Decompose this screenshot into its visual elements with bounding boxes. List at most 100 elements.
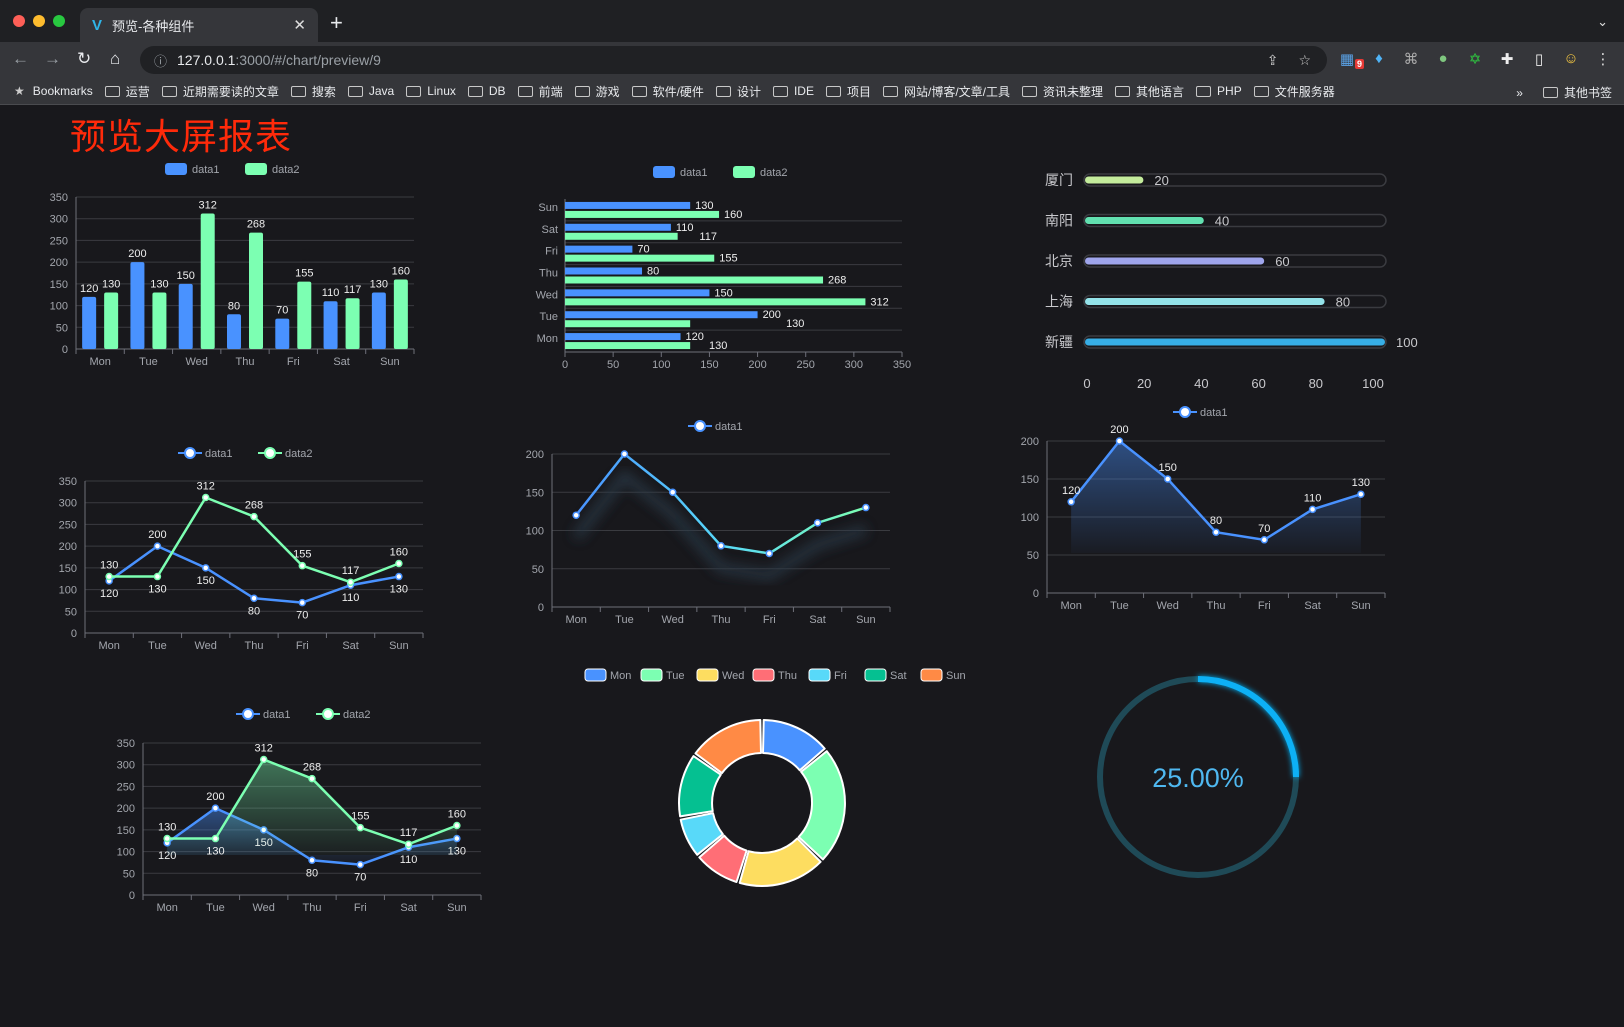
address-bar[interactable]: ⓘ 127.0.0.1:3000/#/chart/preview/9 ⇪ ☆	[140, 46, 1327, 74]
data-label: 70	[296, 610, 308, 622]
x-tick-label: Sun	[1351, 600, 1371, 612]
legend-marker	[184, 447, 196, 459]
site-info-icon[interactable]: ⓘ	[154, 53, 168, 69]
bookmarks-button[interactable]: ★ Bookmarks	[14, 84, 93, 98]
data-label: 155	[293, 549, 311, 561]
y-tick-label: 250	[117, 781, 135, 793]
y-tick-label: Wed	[536, 289, 558, 301]
x-tick-label: Fri	[354, 902, 367, 914]
bookmark-folder[interactable]: PHP	[1196, 83, 1242, 100]
maximize-window-button[interactable]	[53, 15, 65, 27]
folder-label: 网站/博客/文章/工具	[903, 84, 1010, 99]
bookmark-folder[interactable]: 文件服务器	[1253, 83, 1335, 100]
data-point	[259, 755, 268, 764]
side-panel-icon[interactable]: ▯	[1534, 51, 1544, 68]
data-label: 200	[206, 791, 224, 803]
profile-avatar[interactable]: ☺	[1563, 50, 1579, 67]
y-tick-label: 350	[59, 476, 77, 488]
data-label: 200	[128, 248, 146, 260]
legend-label: data1	[205, 448, 233, 460]
x-tick-label: Tue	[139, 356, 158, 368]
home-icon[interactable]: ⌂	[110, 49, 121, 68]
bookmark-folder[interactable]: IDE	[772, 83, 814, 100]
y-tick-label: 150	[50, 279, 68, 291]
x-tick-label: Mon	[565, 614, 586, 626]
city-label: 南阳	[1045, 213, 1073, 229]
command-extension-icon[interactable]: ⌘	[1403, 51, 1419, 68]
bookmarks-overflow-button[interactable]: »	[1516, 85, 1523, 100]
minimize-window-button[interactable]	[33, 15, 45, 27]
x-tick-label: Sun	[380, 356, 400, 368]
data-label: 200	[763, 309, 781, 321]
back-icon[interactable]: ←	[12, 49, 29, 68]
data-point	[1308, 505, 1317, 514]
new-tab-button[interactable]: +	[330, 10, 343, 35]
other-bookmarks-folder[interactable]: 其他书签	[1542, 84, 1612, 101]
data-label: 120	[80, 283, 98, 295]
data-label: 130	[102, 279, 120, 291]
bookmark-folder[interactable]: 游戏	[574, 83, 620, 100]
data-label: 117	[699, 231, 717, 243]
share-icon[interactable]: ⇪	[1266, 51, 1279, 68]
donut-slice-sun	[694, 719, 762, 775]
reload-icon[interactable]: ↻	[77, 49, 92, 68]
gem-extension-icon[interactable]: ♦	[1375, 50, 1383, 67]
city-label: 北京	[1045, 253, 1073, 269]
bookmark-folder[interactable]: Linux	[406, 83, 456, 100]
close-tab-icon[interactable]: ✕	[293, 17, 306, 34]
legend-label: Tue	[666, 670, 685, 682]
progress-track	[1083, 294, 1387, 309]
close-window-button[interactable]	[13, 15, 25, 27]
data-label: 80	[228, 300, 240, 312]
progress-value: 20	[1154, 173, 1168, 188]
browser-tab[interactable]: V 预览-各种组件 ✕	[80, 8, 318, 42]
progress-fill	[1085, 217, 1204, 224]
y-tick-label: 100	[50, 301, 68, 313]
data-label: 110	[322, 287, 340, 299]
green-dot-extension-icon[interactable]: ●	[1438, 50, 1448, 67]
menu-kebab-icon[interactable]: ⋮	[1595, 51, 1611, 68]
tab-search-chevron-icon[interactable]: ⌄	[1597, 14, 1608, 29]
data-label: 312	[255, 743, 273, 755]
folder-label: 其他语言	[1136, 84, 1185, 99]
bookmark-folder[interactable]: 运营	[104, 83, 150, 100]
puzzle-extensions-icon[interactable]: ✚	[1500, 51, 1514, 68]
data-label: 155	[295, 268, 313, 280]
bookmark-folder[interactable]: 设计	[715, 83, 761, 100]
bar-data1	[565, 267, 643, 275]
folder-label: 前端	[538, 84, 563, 99]
bar-data1	[82, 296, 97, 349]
bar-data2	[104, 292, 119, 349]
bookmark-folder[interactable]: 其他语言	[1115, 83, 1184, 100]
bookmark-folder[interactable]: 前端	[517, 83, 563, 100]
bookmark-folder[interactable]: 网站/博客/文章/工具	[882, 83, 1010, 100]
folder-label: PHP	[1217, 84, 1242, 98]
bookmarks-bar: ★ Bookmarks 运营 近期需要读的文章 搜索 Java Linux DB 前端 游戏 软件…	[0, 78, 1624, 105]
data-label: 268	[303, 762, 321, 774]
bookmark-folder[interactable]: DB	[467, 83, 506, 100]
folder-label: 运营	[125, 84, 150, 99]
bookmark-folder[interactable]: Java	[347, 83, 394, 100]
data-label: 130	[206, 846, 224, 858]
x-tick-label: 300	[845, 359, 863, 371]
star-extension-icon[interactable]: ✡	[1468, 51, 1482, 68]
data-label: 110	[676, 222, 694, 234]
forward-icon[interactable]: →	[44, 49, 61, 68]
x-tick-label: 50	[607, 359, 619, 371]
progress-track	[1083, 213, 1387, 228]
folder-icon	[467, 85, 483, 97]
bookmark-folder[interactable]: 软件/硬件	[631, 83, 704, 100]
data-label: 200	[148, 529, 166, 541]
bookmark-folder[interactable]: 搜索	[290, 83, 336, 100]
extension-icon[interactable]: ▦ 9	[1339, 51, 1365, 69]
donut-slice-mon	[762, 719, 826, 772]
progress-fill	[1085, 257, 1265, 265]
bookmark-folder[interactable]: 近期需要读的文章	[161, 83, 279, 100]
bookmark-star-icon[interactable]: ☆	[1298, 51, 1311, 68]
bookmark-folder[interactable]: 项目	[825, 83, 871, 100]
bookmark-folder[interactable]: 资讯未整理	[1022, 83, 1103, 100]
bar-data2	[200, 213, 215, 349]
data-point	[453, 821, 461, 830]
donut-slice-sat	[678, 755, 722, 818]
